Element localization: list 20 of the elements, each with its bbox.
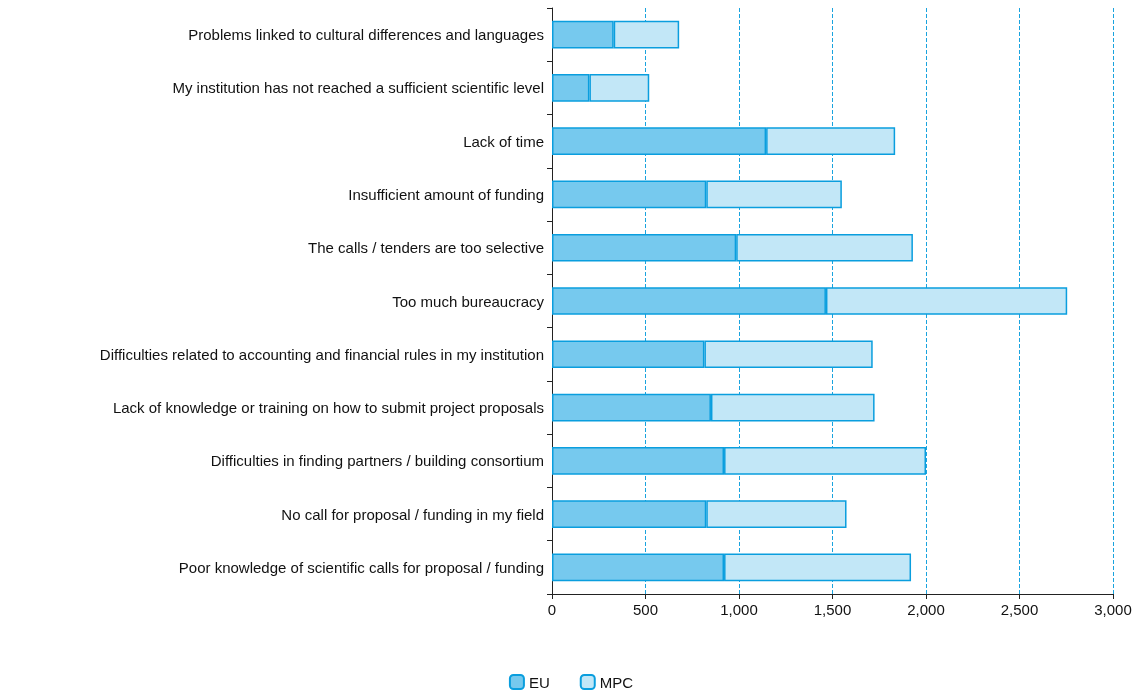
x-tick-label: 0 xyxy=(547,601,557,618)
y-tick-label: No call for proposal / funding in my field xyxy=(281,505,544,523)
x-tick-label: 1,500 xyxy=(813,601,852,618)
y-tick-label: The calls / tenders are too selective xyxy=(308,239,544,257)
x-tick-label: 2,000 xyxy=(907,601,945,618)
x-tick-label: 3,000 xyxy=(1094,601,1132,618)
x-tick-label: 500 xyxy=(632,601,659,618)
y-tick-label: Poor knowledge of scientific calls for proposal / funding xyxy=(178,558,544,576)
y-tick-label: My institution has not reached a sufficient scientific level xyxy=(172,79,544,97)
x-tick-label: 2,500 xyxy=(1000,601,1039,618)
legend-label: MPC xyxy=(599,673,634,691)
y-tick-label: Too much bureaucracy xyxy=(392,292,545,310)
y-tick-label: Insufficient amount of funding xyxy=(348,185,544,203)
y-tick-label: Difficulties related to accounting and financial rules in my institution xyxy=(99,345,544,363)
legend-label: EU xyxy=(528,673,550,691)
y-tick-label: Problems linked to cultural differences and languages xyxy=(188,26,544,44)
y-tick-label: Difficulties in finding partners / building consortium xyxy=(210,452,544,470)
y-tick-label: Lack of time xyxy=(463,132,544,150)
x-tick-label: 1,000 xyxy=(720,601,758,618)
y-tick-label: Lack of knowledge or training on how to submit project proposals xyxy=(112,399,544,417)
